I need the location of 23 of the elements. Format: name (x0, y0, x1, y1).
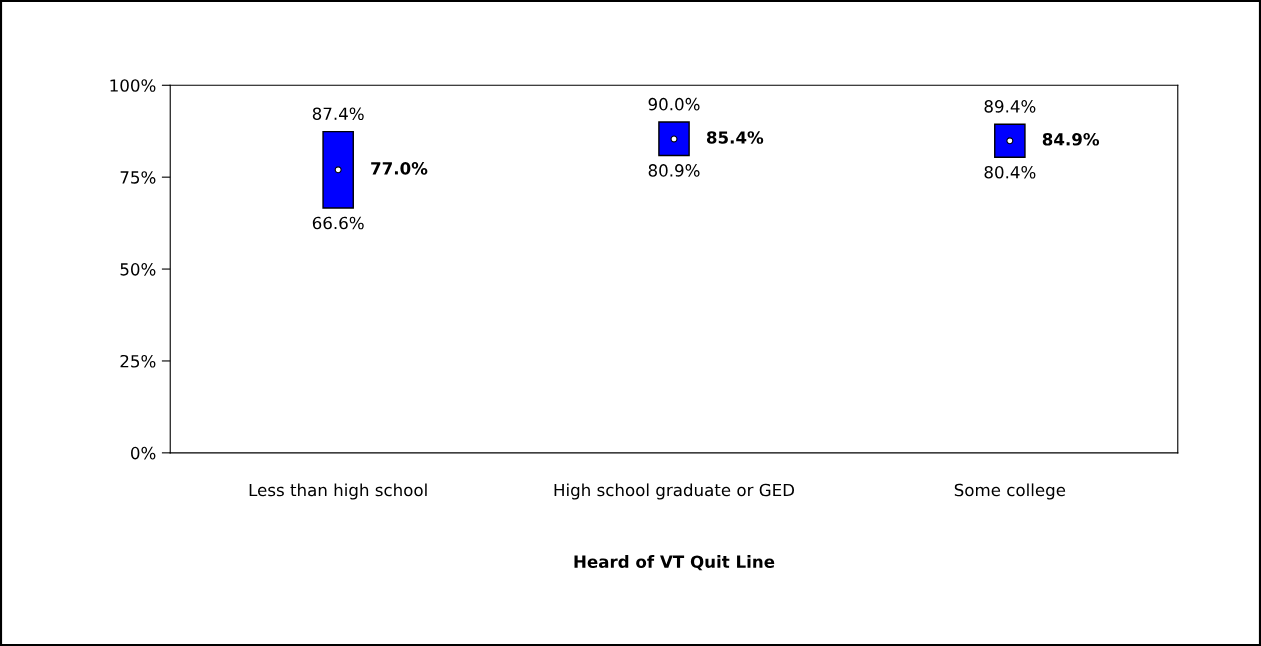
annotation: 89.4% (984, 100, 1036, 113)
bar (322, 130, 354, 209)
x-axis-title: Heard of VT Quit Line (574, 555, 775, 571)
y-tick-label: 0% (131, 446, 156, 460)
data-label: 85.4% (706, 131, 764, 144)
y-tick-label: 100% (110, 79, 156, 92)
annotation: 80.4% (984, 165, 1036, 179)
point (1006, 137, 1014, 145)
bar (994, 123, 1026, 159)
y-tick-label: 25% (120, 354, 156, 368)
y-tick-label: 50% (120, 263, 156, 276)
x-tick-label: Less than high school (249, 483, 427, 500)
x-tick-label: Some college (954, 483, 1066, 500)
data-label: 77.0% (371, 162, 428, 175)
x-tick-label: High school graduate or GED (554, 483, 795, 500)
point (334, 166, 342, 174)
data-label: 84.9% (1042, 133, 1100, 146)
annotation: 87.4% (312, 107, 364, 121)
annotation: 80.9% (648, 164, 700, 177)
bar (658, 121, 690, 157)
y-tick-label: 75% (120, 171, 156, 184)
annotation: 90.0% (648, 97, 700, 111)
annotation: 66.6% (312, 216, 364, 230)
